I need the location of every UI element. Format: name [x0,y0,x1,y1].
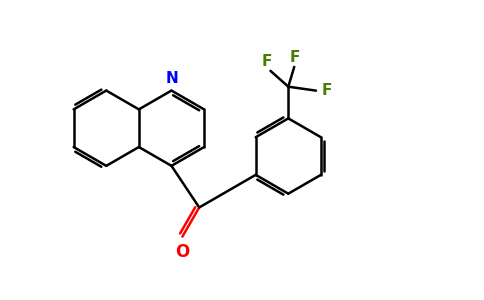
Text: N: N [166,70,179,86]
Text: F: F [290,50,301,65]
Text: F: F [261,54,272,69]
Text: F: F [322,83,333,98]
Text: O: O [175,243,190,261]
